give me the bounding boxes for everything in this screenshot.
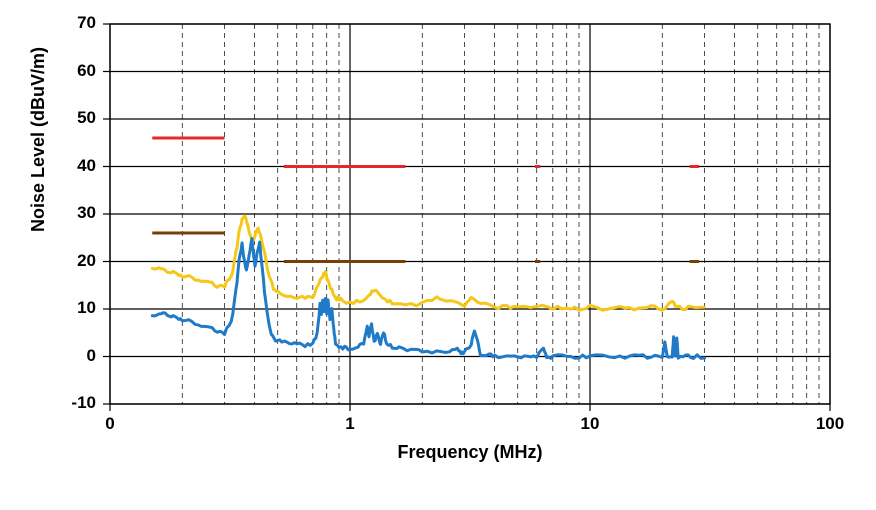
x-tick-label: 100 — [800, 414, 860, 434]
y-tick-label: -10 — [0, 393, 96, 413]
noise-spectrum-chart: Noise Level (dBuV/m) Frequency (MHz) -10… — [0, 0, 876, 510]
y-tick-label: 50 — [0, 108, 96, 128]
x-tick-label: 10 — [560, 414, 620, 434]
x-tick-label: 0 — [80, 414, 140, 434]
x-axis-title: Frequency (MHz) — [110, 442, 830, 463]
y-tick-label: 40 — [0, 156, 96, 176]
y-tick-label: 60 — [0, 61, 96, 81]
y-tick-label: 10 — [0, 298, 96, 318]
y-tick-label: 70 — [0, 13, 96, 33]
y-tick-label: 0 — [0, 346, 96, 366]
x-tick-label: 1 — [320, 414, 380, 434]
y-tick-label: 30 — [0, 203, 96, 223]
y-tick-label: 20 — [0, 251, 96, 271]
